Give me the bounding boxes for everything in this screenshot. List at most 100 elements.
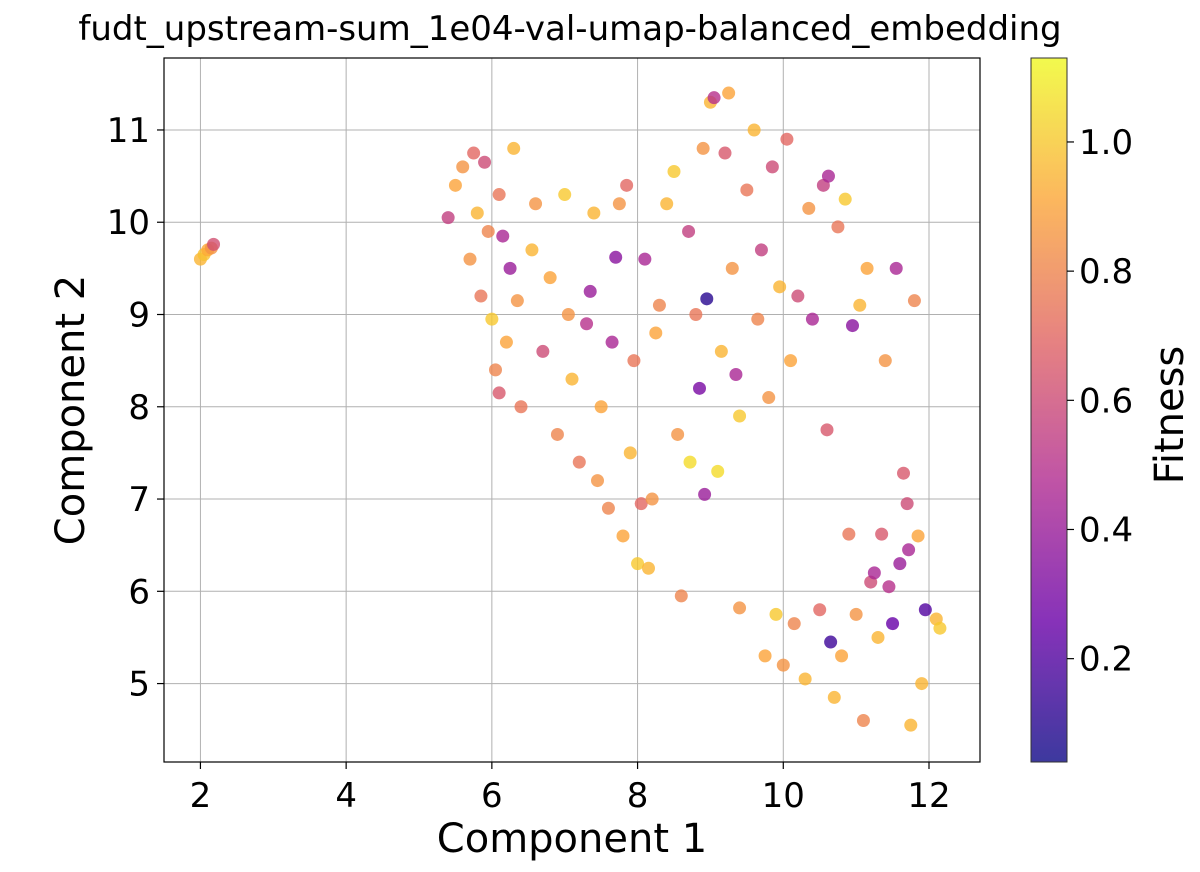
y-tick-label: 7 xyxy=(128,480,150,520)
scatter-point xyxy=(911,529,925,543)
scatter-point xyxy=(824,635,838,649)
scatter-point xyxy=(729,367,743,381)
scatter-point xyxy=(456,160,470,174)
scatter-point xyxy=(733,601,747,615)
scatter-point xyxy=(605,335,619,349)
scatter-point xyxy=(918,603,932,617)
scatter-point xyxy=(820,423,834,437)
scatter-point xyxy=(893,557,907,571)
scatter-point xyxy=(492,386,506,400)
scatter-point xyxy=(693,381,706,395)
scatter-point xyxy=(933,621,947,635)
scatter-point xyxy=(853,298,867,312)
scatter-point xyxy=(536,344,550,358)
scatter-point xyxy=(835,649,849,663)
plot-area-frame xyxy=(163,57,981,763)
scatter-point xyxy=(558,188,572,202)
scatter-point xyxy=(762,391,776,405)
colorbar-label: Fitness xyxy=(1147,346,1193,485)
scatter-point xyxy=(689,308,703,322)
scatter-point xyxy=(791,289,805,303)
scatter-point xyxy=(897,466,910,480)
scatter-point xyxy=(660,197,674,211)
scatter-point xyxy=(580,317,594,331)
y-tick-label: 11 xyxy=(107,111,150,151)
scatter-point xyxy=(827,690,841,704)
scatter-point xyxy=(499,335,513,349)
scatter-point xyxy=(492,188,506,202)
scatter-point xyxy=(773,280,787,294)
scatter-point xyxy=(776,658,790,672)
scatter-point xyxy=(623,446,637,460)
scatter-point xyxy=(813,603,827,617)
scatter-point xyxy=(587,206,601,220)
scatter-point xyxy=(754,243,768,257)
scatter-point xyxy=(769,607,783,621)
scatter-point xyxy=(496,229,510,243)
scatter-point xyxy=(601,501,615,515)
scatter-point xyxy=(707,91,721,105)
colorbar-tick-label: 0.8 xyxy=(1079,252,1133,292)
scatter-point xyxy=(667,164,681,178)
scatter-point xyxy=(642,561,655,575)
scatter-point xyxy=(733,409,747,423)
scatter-point xyxy=(485,312,499,326)
scatter-point xyxy=(821,169,835,183)
scatter-point xyxy=(489,363,502,377)
scatter-point xyxy=(609,250,623,264)
scatter-point xyxy=(805,312,819,326)
scatter-point xyxy=(846,319,859,333)
scatter-point xyxy=(900,497,914,511)
scatter-point xyxy=(725,261,739,275)
scatter-point xyxy=(714,344,728,358)
scatter-point xyxy=(463,252,477,266)
scatter-point xyxy=(758,649,772,663)
scatter-point xyxy=(671,427,685,441)
scatter-point xyxy=(722,86,736,100)
scatter-point xyxy=(627,354,641,368)
scatter-point xyxy=(798,672,812,686)
x-tick-label: 10 xyxy=(762,776,805,816)
scatter-point xyxy=(740,183,754,197)
chart-title: fudt_upstream-sum_1e04-val-umap-balanced… xyxy=(78,9,1061,49)
scatter-point xyxy=(510,294,524,308)
scatter-point xyxy=(875,527,889,541)
scatter-point xyxy=(631,557,645,571)
scatter-point xyxy=(802,201,816,215)
scatter-point xyxy=(849,607,863,621)
scatter-point xyxy=(638,252,652,266)
scatter-point xyxy=(700,292,714,306)
y-tick-label: 5 xyxy=(128,665,150,705)
scatter-point xyxy=(649,326,663,340)
scatter-point xyxy=(514,400,528,414)
colorbar xyxy=(1030,57,1068,763)
scatter-point xyxy=(683,455,697,469)
scatter-point xyxy=(751,312,765,326)
scatter-point xyxy=(747,123,761,137)
scatter-point xyxy=(889,261,903,275)
scatter-point xyxy=(882,580,896,594)
scatter-point xyxy=(698,487,712,501)
scatter-point xyxy=(507,141,521,155)
scatter-point xyxy=(867,566,881,580)
colorbar-ticks: 0.2 0.4 0.6 0.8 1.0 xyxy=(1067,123,1133,680)
scatter-point xyxy=(831,220,845,234)
scatter-point xyxy=(612,197,626,211)
scatter-point xyxy=(674,589,688,603)
scatter-point xyxy=(856,713,870,727)
scatter-point xyxy=(470,206,484,220)
x-tick-label: 6 xyxy=(481,776,503,816)
scatter-point xyxy=(871,630,885,644)
scatter-point xyxy=(765,160,779,174)
scatter-point xyxy=(481,224,495,238)
scatter-point xyxy=(441,211,455,225)
scatter-point xyxy=(784,354,798,368)
scatter-point xyxy=(645,492,659,506)
colorbar-tick-label: 1.0 xyxy=(1079,123,1133,163)
y-tick-label: 8 xyxy=(128,388,150,428)
scatter-point xyxy=(583,284,597,298)
y-tick-label: 10 xyxy=(107,203,150,243)
scatter-point xyxy=(525,243,539,257)
scatter-point xyxy=(787,617,801,631)
